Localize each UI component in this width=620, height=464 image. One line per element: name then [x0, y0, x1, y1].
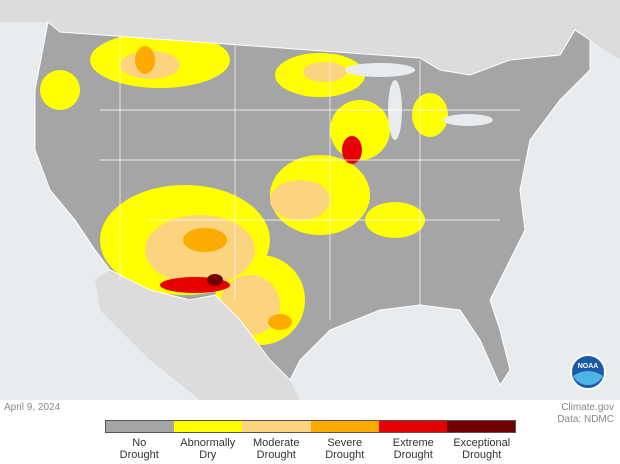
legend-label: No Drought [119, 437, 159, 461]
legend-label: Exceptional Drought [453, 437, 511, 461]
legend-cell: Extreme Drought [379, 437, 448, 461]
legend-swatch [446, 421, 516, 432]
drought-map: NOAA [0, 0, 620, 400]
lake-superior [345, 63, 415, 77]
legend-swatch [242, 421, 311, 432]
severe-area [135, 46, 155, 74]
legend-labels: No Drought Abnormally Dry Moderate Drought… [105, 437, 516, 461]
legend-swatch [310, 421, 379, 432]
legend-label: Moderate Drought [253, 437, 300, 461]
legend-cell: Severe Drought [311, 437, 380, 461]
legend-cell: No Drought [105, 437, 174, 461]
extreme-area [342, 136, 362, 164]
mexico [95, 270, 300, 400]
legend-cell: Moderate Drought [242, 437, 311, 461]
legend-label: Abnormally Dry [180, 437, 236, 461]
legend-label: Severe Drought [325, 437, 365, 461]
source: Data: NDMC [557, 414, 614, 425]
legend-swatch [106, 421, 175, 432]
legend-swatch [378, 421, 447, 432]
credit: Climate.gov [561, 402, 614, 413]
severe-area [183, 228, 227, 252]
dry-area [412, 93, 448, 137]
legend-cell: Exceptional Drought [448, 437, 517, 461]
dry-area [40, 70, 80, 110]
legend-label: Extreme Drought [392, 437, 434, 461]
moderate-area [270, 180, 330, 220]
legend [105, 420, 516, 433]
state-lines [100, 35, 520, 320]
us-border [34, 21, 591, 387]
legend-swatch [174, 421, 243, 432]
exceptional-area [207, 274, 223, 286]
legend-cell: Abnormally Dry [174, 437, 243, 461]
lake-erie [443, 114, 493, 126]
canada [0, 0, 620, 75]
moderate-area [303, 62, 347, 82]
severe-area [268, 314, 292, 330]
noaa-logo-wave [573, 371, 603, 385]
logo-text: NOAA [578, 363, 599, 370]
date: April 9, 2024 [4, 402, 61, 413]
